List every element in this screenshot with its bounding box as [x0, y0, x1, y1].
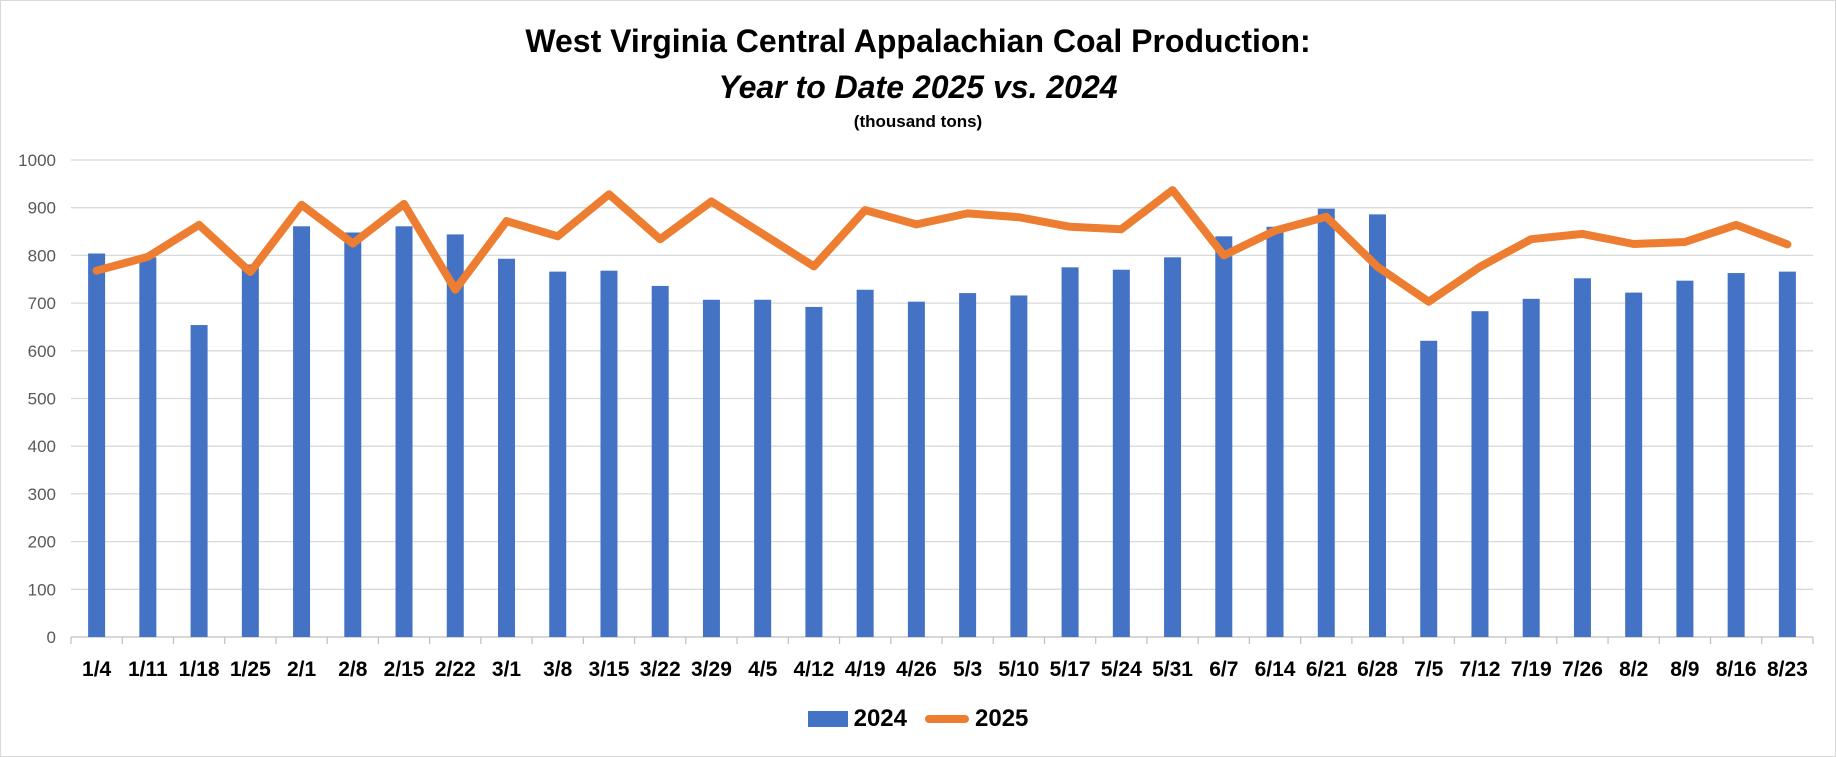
x-tick-label: 1/4	[82, 658, 112, 681]
bar-2024	[1266, 226, 1284, 637]
bar-2024	[959, 293, 977, 637]
x-tick-label: 2/1	[287, 658, 317, 681]
bar-2024	[651, 285, 669, 637]
x-tick-label: 3/22	[640, 658, 681, 681]
bar-2024	[1573, 278, 1591, 637]
bar-2024	[1522, 298, 1540, 637]
series-line-2025	[92, 186, 1792, 306]
y-tick-label: 0	[47, 628, 56, 647]
y-tick-label: 300	[28, 485, 56, 504]
bars-2024	[88, 208, 1796, 638]
legend: 2024 2025	[1, 705, 1835, 733]
legend-item-2025: 2025	[925, 705, 1028, 733]
bar-2024	[498, 258, 515, 637]
bar-2024	[1727, 273, 1745, 637]
x-tick-label: 3/29	[691, 658, 732, 681]
bar-2024	[1061, 267, 1079, 637]
x-tick-label: 4/12	[793, 658, 834, 681]
bar-2024	[1010, 295, 1028, 637]
x-tick-label: 6/21	[1306, 658, 1347, 681]
x-tick-label: 8/16	[1716, 658, 1757, 681]
x-tick-label: 4/5	[748, 658, 778, 681]
bar-2024	[754, 299, 772, 637]
bar-2024	[600, 270, 618, 637]
legend-swatch-bar	[807, 711, 848, 727]
bar-2024	[241, 264, 259, 637]
x-tick-label: 2/8	[338, 658, 368, 681]
bar-2024	[1676, 280, 1694, 637]
bar-2024	[702, 299, 720, 637]
legend-label-2024: 2024	[853, 705, 907, 732]
x-tick-label: 1/18	[179, 658, 220, 681]
bar-2024	[805, 306, 823, 637]
x-tick-label: 1/25	[230, 658, 271, 681]
x-tick-label: 7/5	[1414, 658, 1444, 681]
x-tick-label: 3/15	[589, 658, 630, 681]
x-tick-label: 6/28	[1357, 658, 1398, 681]
x-axis-ticks: 1/4 1/11 1/18 1/25 2/1 2/8 2/15 2/22 3/1 3/8 3/15 3…	[82, 658, 1808, 681]
x-tick-label: 8/23	[1767, 658, 1808, 681]
bar-2024	[856, 289, 874, 637]
x-tick-label: 5/24	[1101, 658, 1142, 681]
bar-2024	[1164, 257, 1182, 637]
bar-2024	[344, 232, 362, 637]
y-tick-label: 400	[28, 437, 56, 456]
y-tick-label: 700	[28, 294, 56, 313]
gridlines	[70, 159, 1814, 644]
y-tick-label: 200	[28, 533, 56, 552]
line-2025	[92, 186, 1792, 306]
y-tick-label: 900	[28, 199, 56, 218]
legend-item-2024: 2024	[807, 705, 907, 733]
bar-2024	[1778, 271, 1796, 637]
bar-2024	[395, 226, 413, 638]
x-tick-label: 8/2	[1619, 658, 1648, 681]
x-tick-label: 4/26	[896, 658, 937, 681]
x-tick-label: 6/7	[1209, 658, 1238, 681]
bar-2024	[1369, 214, 1386, 638]
bar-2024	[88, 253, 106, 637]
bar-2024	[190, 325, 208, 637]
x-tick-label: 1/11	[128, 658, 168, 681]
bar-2024	[1471, 311, 1489, 637]
x-tick-label: 4/19	[845, 658, 886, 681]
bar-2024	[1420, 340, 1438, 637]
chart-subtitle: Year to Date 2025 vs. 2024	[718, 69, 1118, 105]
bar-2024	[1625, 292, 1643, 637]
bar-2024	[907, 301, 925, 637]
x-tick-label: 8/9	[1670, 658, 1699, 681]
y-tick-label: 800	[28, 246, 56, 265]
legend-swatch-line	[925, 715, 969, 723]
x-tick-label: 3/8	[543, 658, 573, 681]
y-axis-ticks: 0 100 200 300 400 500 600 700 800 900 1000	[18, 151, 56, 647]
chart-units: (thousand tons)	[853, 112, 983, 131]
bar-2024	[1215, 236, 1233, 637]
x-tick-label: 7/19	[1511, 658, 1552, 681]
y-tick-label: 600	[28, 342, 56, 361]
x-tick-label: 7/26	[1562, 658, 1603, 681]
bar-2024	[446, 234, 464, 638]
x-tick-label: 6/14	[1255, 658, 1296, 681]
x-tick-label: 5/10	[998, 658, 1039, 681]
bar-2024	[1112, 269, 1130, 637]
bar-2024	[293, 226, 311, 638]
y-tick-label: 100	[28, 580, 56, 599]
y-tick-label: 1000	[18, 151, 56, 170]
bar-2024	[549, 271, 567, 637]
x-tick-label: 2/15	[384, 658, 425, 681]
y-tick-label: 500	[28, 390, 56, 409]
chart-title: West Virginia Central Appalachian Coal P…	[525, 23, 1311, 59]
x-tick-label: 2/22	[435, 658, 476, 681]
x-tick-label: 5/31	[1152, 658, 1193, 681]
x-tick-label: 5/17	[1050, 658, 1091, 681]
legend-label-2025: 2025	[975, 705, 1029, 732]
x-tick-label: 7/12	[1460, 658, 1501, 681]
bar-2024	[1317, 208, 1335, 638]
x-tick-label: 5/3	[953, 658, 982, 681]
x-tick-label: 3/1	[492, 658, 522, 681]
bar-2024	[139, 257, 157, 637]
